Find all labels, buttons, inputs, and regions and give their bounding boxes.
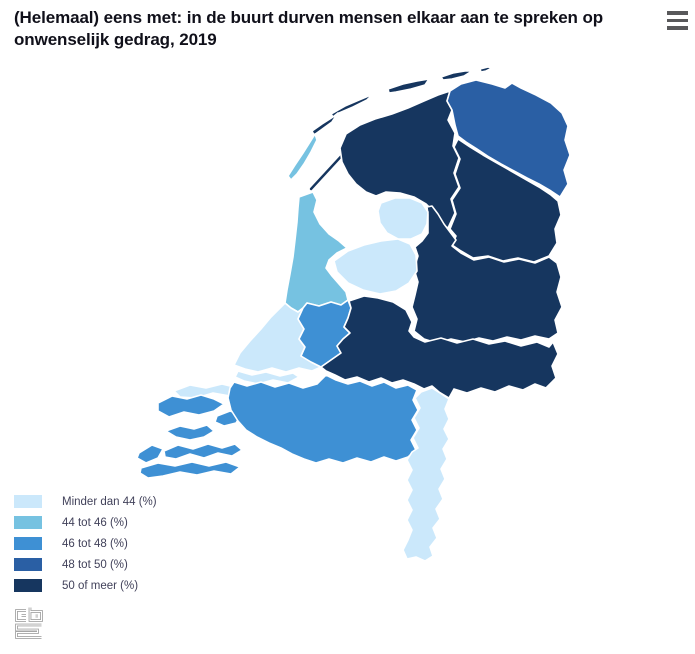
region-noord-brabant[interactable] <box>227 374 419 464</box>
region-groningen[interactable] <box>446 79 571 198</box>
region-flevoland-noordoostpolder[interactable] <box>377 197 429 240</box>
legend-swatch <box>14 579 42 592</box>
page-title: (Helemaal) eens met: in de buurt durven … <box>14 8 604 49</box>
legend-swatch <box>14 558 42 571</box>
legend-swatch <box>14 495 42 508</box>
map-legend: Minder dan 44 (%) 44 tot 46 (%) 46 tot 4… <box>14 495 157 600</box>
hamburger-menu-icon[interactable] <box>667 11 689 30</box>
region-overijssel[interactable] <box>411 205 563 344</box>
region-limburg[interactable] <box>402 387 450 562</box>
afsluitdijk-causeway <box>309 149 348 191</box>
legend-item: 46 tot 48 (%) <box>14 537 157 550</box>
legend-swatch <box>14 537 42 550</box>
region-friesland-islands[interactable] <box>311 66 493 136</box>
legend-label: 44 tot 46 (%) <box>62 516 128 529</box>
region-flevoland[interactable] <box>333 238 418 295</box>
region-friesland[interactable] <box>339 90 460 229</box>
region-drenthe[interactable] <box>449 138 562 263</box>
region-texel[interactable] <box>287 133 318 181</box>
legend-item: 48 tot 50 (%) <box>14 558 157 571</box>
legend-label: 48 tot 50 (%) <box>62 558 128 571</box>
legend-item: Minder dan 44 (%) <box>14 495 157 508</box>
region-zeeland[interactable] <box>136 394 243 479</box>
region-gelderland[interactable] <box>320 295 559 399</box>
legend-label: Minder dan 44 (%) <box>62 495 157 508</box>
legend-item: 44 tot 46 (%) <box>14 516 157 529</box>
legend-item: 50 of meer (%) <box>14 579 157 592</box>
region-noord-holland[interactable] <box>284 191 349 313</box>
legend-label: 50 of meer (%) <box>62 579 139 592</box>
cbs-logo-icon <box>15 607 43 639</box>
legend-label: 46 tot 48 (%) <box>62 537 128 550</box>
legend-swatch <box>14 516 42 529</box>
